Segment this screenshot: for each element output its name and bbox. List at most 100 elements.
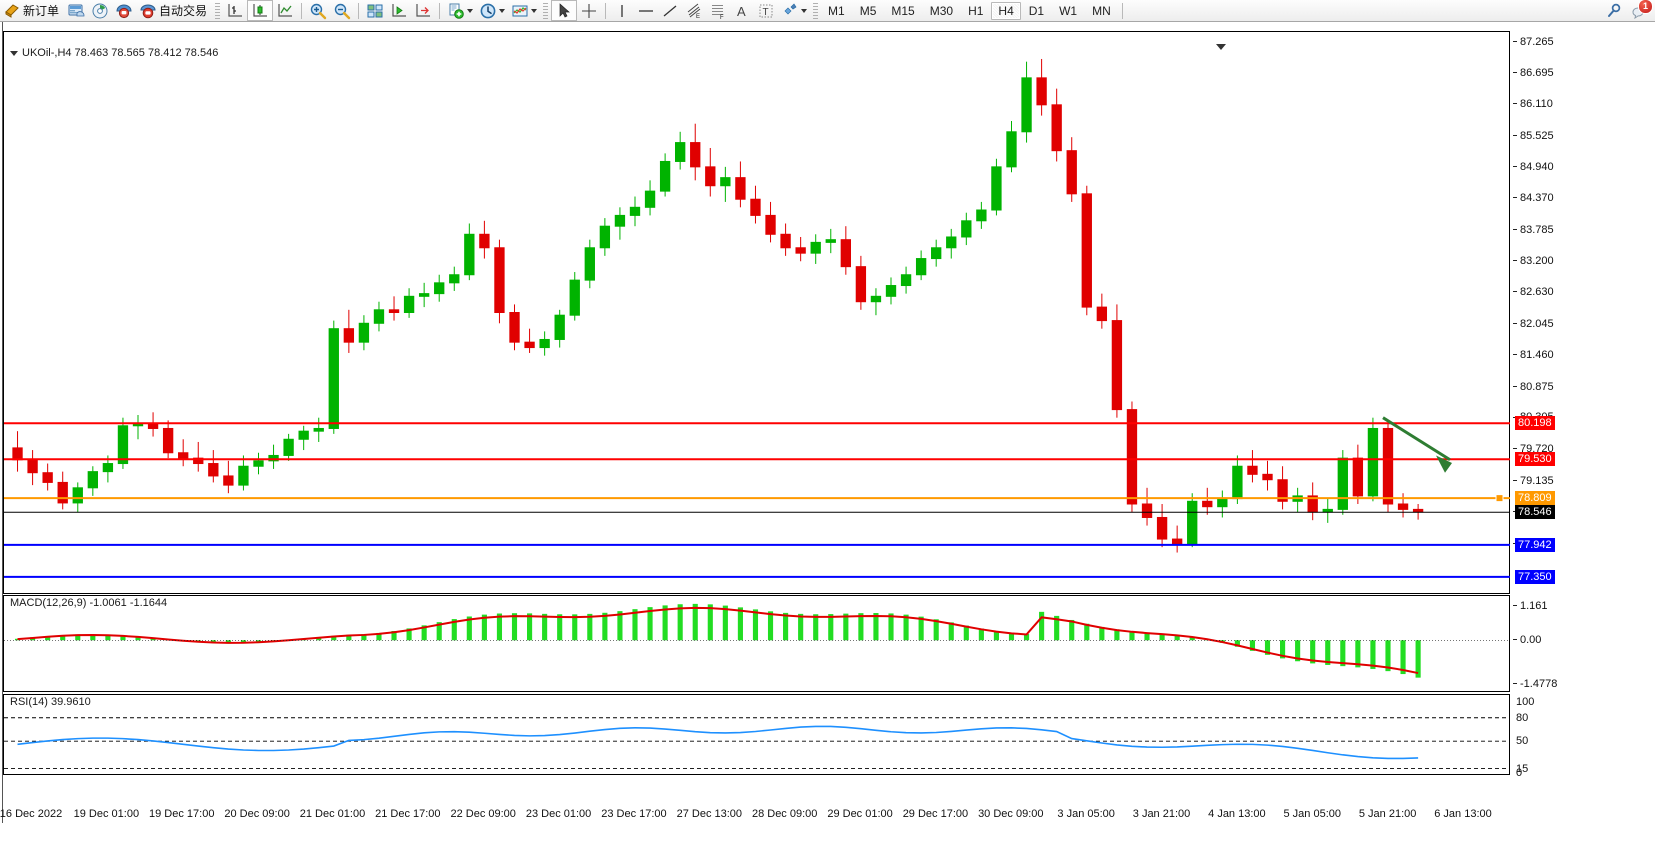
toolbar-grip[interactable] bbox=[543, 2, 549, 19]
time-axis-tick: 19 Dec 17:00 bbox=[149, 808, 215, 820]
toolbar-grip[interactable] bbox=[215, 2, 221, 19]
time-axis[interactable]: 16 Dec 2022 19 Dec 01:00 19 Dec 17:00 20 De… bbox=[0, 803, 1510, 823]
price-axis-tick: 86.695 bbox=[1513, 67, 1554, 79]
macd-series bbox=[4, 603, 1510, 678]
price-panel[interactable] bbox=[3, 31, 1510, 594]
horizontal-line-icon bbox=[637, 2, 655, 20]
chevron-down-icon[interactable] bbox=[801, 8, 808, 13]
time-axis-tick: 4 Jan 13:00 bbox=[1208, 808, 1266, 820]
rsi-series bbox=[4, 717, 1510, 769]
chart-shift-icon bbox=[390, 2, 408, 20]
chart-symbol-header: UKOil-,H4 78.463 78.565 78.412 78.546 bbox=[8, 47, 221, 59]
chevron-down-icon[interactable] bbox=[499, 8, 506, 13]
autotrade-label: 自动交易 bbox=[159, 4, 208, 18]
rsi-axis-tick: 15 bbox=[1516, 762, 1529, 775]
time-axis-tick: 20 Dec 09:00 bbox=[224, 808, 290, 820]
price-level-label-support[interactable]: 77.942 bbox=[1515, 537, 1555, 552]
time-axis-tick: 3 Jan 21:00 bbox=[1132, 808, 1191, 820]
trendline-button[interactable] bbox=[658, 1, 682, 20]
period-button[interactable] bbox=[476, 1, 508, 20]
time-axis-tick: 16 Dec 2022 bbox=[0, 808, 63, 820]
chevron-down-icon[interactable] bbox=[531, 8, 538, 13]
time-axis-tick: 5 Jan 21:00 bbox=[1358, 808, 1417, 820]
price-axis-tick: 83.200 bbox=[1513, 255, 1554, 267]
chart-shift-button[interactable] bbox=[387, 1, 411, 20]
timeframe-d1[interactable]: D1 bbox=[1028, 3, 1045, 18]
navigator-icon bbox=[115, 2, 133, 20]
timeframe-h4[interactable]: H4 bbox=[991, 1, 1021, 20]
zoom-out-button[interactable] bbox=[330, 1, 354, 20]
autotrade-icon bbox=[139, 2, 157, 20]
rsi-panel[interactable] bbox=[3, 694, 1510, 775]
data-window-button[interactable] bbox=[88, 1, 112, 20]
new-order-button[interactable]: 新订单 bbox=[0, 1, 64, 20]
timeframe-mn[interactable]: MN bbox=[1092, 3, 1111, 18]
chart-scroll-marker[interactable] bbox=[1216, 44, 1226, 50]
time-axis-tick: 28 Dec 09:00 bbox=[751, 808, 818, 820]
macd-axis-tick: 1.161 bbox=[1513, 600, 1548, 612]
crosshair-button[interactable] bbox=[577, 1, 601, 20]
chart-container[interactable]: UKOil-,H4 78.463 78.565 78.412 78.546 MA… bbox=[0, 22, 1655, 823]
chevron-down-icon[interactable] bbox=[467, 8, 474, 13]
zoom-in-button[interactable] bbox=[306, 1, 330, 20]
objects-icon bbox=[781, 2, 799, 20]
auto-scroll-icon bbox=[414, 2, 432, 20]
text-box-button[interactable]: T bbox=[754, 1, 778, 20]
templates-button[interactable] bbox=[508, 1, 540, 20]
objects-button[interactable] bbox=[778, 1, 810, 20]
line-chart-icon bbox=[276, 2, 294, 20]
horizontal-line-button[interactable] bbox=[634, 1, 658, 20]
equidistant-channel-button[interactable]: E bbox=[682, 1, 706, 20]
line-chart-button[interactable] bbox=[273, 1, 297, 20]
text-label-button[interactable]: A bbox=[730, 1, 754, 20]
bar-chart-button[interactable] bbox=[223, 1, 247, 20]
price-level-label-stop[interactable]: 78.809 bbox=[1515, 491, 1555, 506]
terminal-button[interactable] bbox=[64, 1, 88, 20]
main-toolbar: 新订单 bbox=[0, 0, 1655, 22]
timeframe-w1[interactable]: W1 bbox=[1059, 3, 1078, 18]
toolbar-separator bbox=[1121, 2, 1123, 19]
price-level-overlay bbox=[4, 416, 1510, 578]
data-window-icon bbox=[91, 2, 109, 20]
price-axis-tick: 87.265 bbox=[1513, 36, 1554, 48]
vertical-line-button[interactable] bbox=[610, 1, 634, 20]
symbol-ohlc-text: UKOil-,H4 78.463 78.565 78.412 78.546 bbox=[22, 47, 219, 59]
chart-collapse-icon[interactable] bbox=[10, 50, 18, 56]
navigator-button[interactable] bbox=[112, 1, 136, 20]
rsi-axis-tick: 50 bbox=[1516, 735, 1529, 748]
timeframe-m1[interactable]: M1 bbox=[828, 3, 845, 18]
price-level-label-support[interactable]: 77.350 bbox=[1515, 569, 1555, 584]
timeframe-m15[interactable]: M15 bbox=[891, 3, 915, 18]
time-axis-tick: 27 Dec 13:00 bbox=[676, 808, 743, 820]
search-icon[interactable] bbox=[1605, 2, 1623, 20]
add-indicator-button[interactable] bbox=[444, 1, 476, 20]
auto-scroll-button[interactable] bbox=[411, 1, 435, 20]
price-axis-tick: 86.110 bbox=[1513, 98, 1553, 110]
rsi-axis-tick: 0 bbox=[1516, 766, 1523, 779]
price-level-label-last-price[interactable]: 78.546 bbox=[1515, 505, 1555, 520]
time-axis-tick: 23 Dec 01:00 bbox=[525, 808, 592, 820]
timeframe-m30[interactable]: M30 bbox=[929, 3, 954, 18]
timeframe-h1[interactable]: H1 bbox=[968, 3, 984, 18]
price-axis[interactable]: 87.265 86.695 86.110 85.525 84.940 84.370 83.7… bbox=[1513, 31, 1655, 779]
fibonacci-button[interactable]: F bbox=[706, 1, 730, 21]
cursor-button[interactable] bbox=[551, 0, 578, 21]
zoom-in-icon bbox=[309, 2, 327, 20]
price-axis-tick: 79.135 bbox=[1513, 475, 1554, 487]
svg-text:T: T bbox=[763, 7, 769, 18]
timeframe-m5[interactable]: M5 bbox=[859, 3, 877, 18]
price-axis-tick: 84.370 bbox=[1513, 192, 1554, 204]
vertical-line-icon bbox=[613, 2, 631, 20]
price-level-label-resistance[interactable]: 80.198 bbox=[1515, 416, 1555, 431]
text-label-icon: A bbox=[733, 2, 751, 20]
tile-windows-button[interactable] bbox=[363, 1, 387, 20]
price-level-label-resistance[interactable]: 79.530 bbox=[1515, 452, 1555, 467]
candlestick-chart-button[interactable] bbox=[247, 0, 274, 21]
rsi-header: RSI(14) 39.9610 bbox=[8, 696, 93, 708]
tile-windows-icon bbox=[366, 2, 384, 20]
autotrade-button[interactable]: 自动交易 bbox=[136, 1, 212, 20]
toolbar-grip[interactable] bbox=[813, 2, 819, 19]
svg-text:E: E bbox=[696, 14, 700, 20]
alerts-icon[interactable]: 1 bbox=[1631, 0, 1653, 20]
time-axis-tick: 22 Dec 09:00 bbox=[450, 808, 516, 820]
